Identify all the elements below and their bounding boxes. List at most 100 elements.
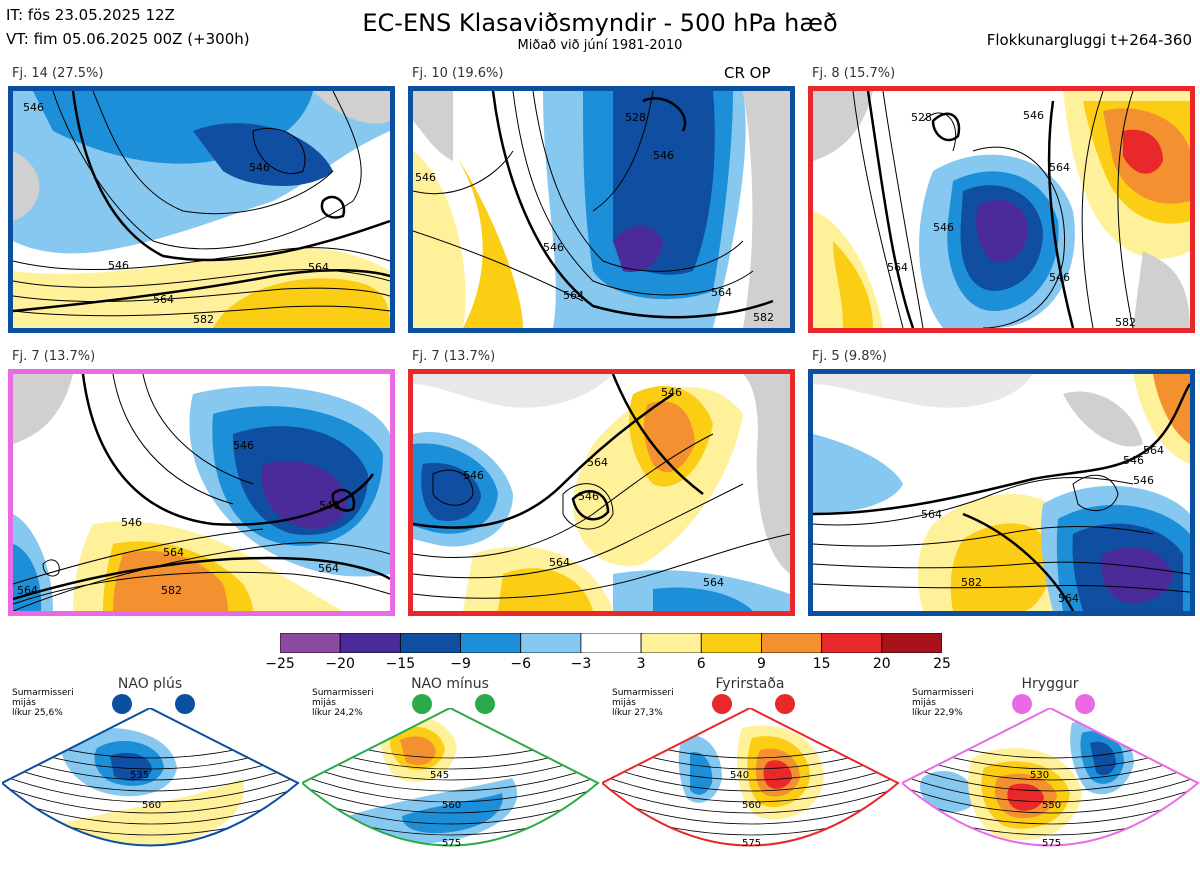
panel-2-contour-label: 564 — [711, 286, 732, 299]
cluster-map-4: 546 546 564 564 582 546 564 — [8, 369, 395, 616]
height-contour — [602, 782, 898, 814]
regime-marker-dot — [112, 694, 132, 714]
colorbar-swatch — [700, 633, 762, 653]
panel-2-tag: CR OP — [724, 64, 771, 82]
panel-4-contour-label: 546 — [319, 499, 340, 512]
regime-outline — [902, 708, 1200, 847]
regime-note: Sumarmisseri mijás líkur 24,2% — [312, 688, 374, 718]
colorbar-swatch — [640, 633, 702, 653]
panel-1-contour-label: 546 — [108, 259, 129, 272]
regime-panel: Hryggur Sumarmisseri mijás líkur 22,9% 530 55… — [902, 676, 1200, 870]
panel-2-contour-label: 546 — [653, 149, 674, 162]
regime-note: Sumarmisseri mijás líkur 25,6% — [12, 688, 74, 718]
anomaly-area — [110, 752, 152, 781]
panel-5-contour-label: 546 — [661, 386, 682, 399]
height-contour — [602, 760, 898, 792]
colorbar-tick-label: 20 — [872, 656, 891, 672]
colorbar-swatch — [399, 633, 461, 653]
panel-2-contour-label: 564 — [563, 289, 584, 302]
colorbar-tick-label: 15 — [812, 656, 831, 672]
regime-title: Hryggur — [1021, 676, 1079, 692]
cluster-map-1: 546 546 564 564 582 546 — [8, 86, 395, 333]
panel-1-label: Fj. 14 (27.5%) — [12, 66, 104, 81]
colorbar-swatch — [881, 633, 942, 653]
panel-4-contour-label: 546 — [121, 516, 142, 529]
colorbar-tick-label: −25 — [265, 656, 295, 672]
panel-1-contour-label: 582 — [193, 313, 214, 326]
panel-6-contour-label: 546 — [1133, 474, 1154, 487]
regime-note: Sumarmisseri mijás líkur 27,3% — [612, 688, 674, 718]
cluster-map-2: 528 546 546 564 564 546 582 — [408, 86, 795, 333]
colorbar-swatch — [580, 633, 642, 653]
regime-note-line: líkur 25,6% — [12, 708, 63, 718]
regime-contour-label: 530 — [1030, 770, 1049, 781]
clustering-window: Flokkunargluggi t+264-360 — [986, 31, 1192, 49]
regime-panel: NAO mínus Sumarmisseri mijás líkur 24,2% 545… — [302, 676, 600, 870]
regime-note-line: mijás — [612, 698, 636, 708]
regime-title: NAO plús — [117, 676, 183, 692]
regime-marker-dot — [412, 694, 432, 714]
colorbar-tick-label: −20 — [325, 656, 355, 672]
panel-3-contour-label: 564 — [1049, 161, 1070, 174]
panel-3-contour-label: 546 — [1023, 109, 1044, 122]
panel-3-contour-label: 546 — [933, 221, 954, 234]
height-contour — [902, 760, 1198, 792]
panel-5-contour-label: 564 — [549, 556, 570, 569]
colorbar-tick-label: 9 — [756, 656, 766, 672]
anomaly-colorbar — [280, 633, 942, 653]
panel-6-contour-label: 546 — [1123, 454, 1144, 467]
regime-marker-dot — [475, 694, 495, 714]
regime-panel: NAO plús Sumarmisseri mijás líkur 25,6% 535 5… — [2, 676, 300, 870]
panel-6-contour-label: 564 — [1143, 444, 1164, 457]
panel-3-contour-label: 582 — [1115, 316, 1136, 328]
height-contour — [302, 782, 598, 814]
colorbar-tick-label: 3 — [636, 656, 646, 672]
panel-6-contour-label: 564 — [1058, 592, 1079, 605]
panel-2-contour-label: 546 — [543, 241, 564, 254]
colorbar-tick-label: 6 — [696, 656, 706, 672]
panel-3-contour-label: 528 — [911, 111, 932, 124]
regime-map: 540 560 575 — [602, 708, 900, 849]
regime-note-line: líkur 22,9% — [912, 708, 963, 718]
regime-contour-label: 560 — [442, 800, 461, 811]
panel-1-contour-label: 546 — [23, 101, 44, 114]
regime-contour-label: 575 — [442, 838, 461, 849]
regime-note-line: mijás — [312, 698, 336, 708]
regime-note-line: mijás — [12, 698, 36, 708]
regime-contour-label: 560 — [142, 800, 161, 811]
panel-4-label: Fj. 7 (13.7%) — [12, 349, 96, 364]
panel-1-contour-label: 564 — [153, 293, 174, 306]
colorbar-ticks: −25 −20 −15 −9 −6 −3 3 6 9 15 20 25 — [265, 656, 951, 676]
regime-outline — [2, 708, 300, 847]
panel-6-contour-label: 582 — [961, 576, 982, 589]
anomaly-area — [920, 770, 977, 813]
regime-title: NAO mínus — [411, 676, 489, 692]
regime-marker-dot — [175, 694, 195, 714]
colorbar-swatch — [520, 633, 582, 653]
anomaly-area — [400, 736, 436, 766]
colorbar-swatch — [761, 633, 823, 653]
regime-contour-label: 540 — [730, 770, 749, 781]
regime-contour-label: 560 — [742, 800, 761, 811]
panel-4-contour-label: 564 — [163, 546, 184, 559]
regime-note-line: mijás — [912, 698, 936, 708]
height-contour — [302, 771, 598, 803]
panel-1-contour-label: 546 — [249, 161, 270, 174]
panel-5-contour-label: 564 — [703, 576, 724, 589]
regime-contour-label: 575 — [1042, 838, 1061, 849]
panel-3-label: Fj. 8 (15.7%) — [812, 66, 896, 81]
panel-3-contour-label: 564 — [887, 261, 908, 274]
colorbar-tick-label: −9 — [450, 656, 471, 672]
panel-1-contour-label: 564 — [308, 261, 329, 274]
regime-marker-dot — [775, 694, 795, 714]
colorbar-swatch — [460, 633, 522, 653]
page-subtitle: Miðað við júní 1981-2010 — [517, 38, 683, 53]
cluster-map-5: 546 546 546 564 564 564 — [408, 369, 795, 616]
regime-contour-label: 535 — [130, 770, 149, 781]
panel-4-contour-label: 564 — [318, 562, 339, 575]
regime-contour-label: 550 — [1042, 800, 1061, 811]
regime-note-line: Sumarmisseri — [912, 688, 974, 698]
height-contour — [902, 782, 1198, 814]
anomaly-area — [42, 778, 244, 846]
colorbar-swatch — [339, 633, 401, 653]
